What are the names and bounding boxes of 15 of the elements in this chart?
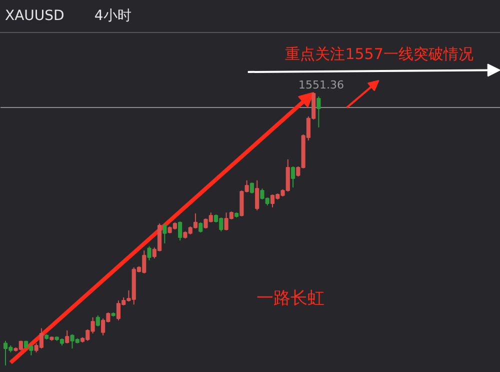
candlestick (250, 182, 254, 194)
annotation: 一路长虹 (256, 288, 324, 309)
chart-title: XAUUSD (5, 8, 64, 24)
candlestick (96, 314, 100, 327)
candlestick (316, 96, 321, 128)
candlestick (290, 166, 296, 188)
candlestick (255, 180, 260, 211)
candlestick (178, 221, 182, 241)
annotation: 1551.36 (298, 78, 344, 92)
candlestick (198, 222, 203, 233)
candlestick (65, 330, 70, 344)
chart-subtitle: 4小时 (94, 8, 132, 24)
candlestick (147, 246, 152, 261)
text: 重点关注1557一线突破情况 (285, 45, 474, 64)
candlestick (162, 222, 167, 244)
